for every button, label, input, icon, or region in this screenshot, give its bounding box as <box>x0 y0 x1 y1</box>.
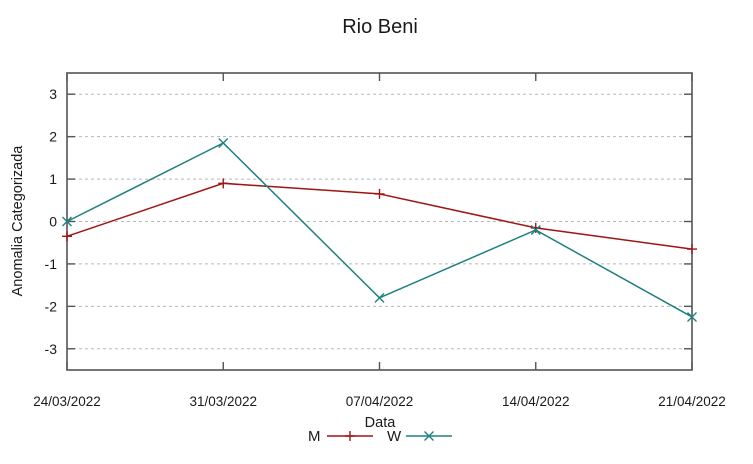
series-line-W <box>66 142 693 318</box>
chart-title: Rio Beni <box>342 16 418 38</box>
plus-marker <box>374 188 385 199</box>
x-tick-label: 14/04/2022 <box>502 394 570 409</box>
plus-marker <box>345 431 355 441</box>
y-tick-label: 3 <box>49 86 57 102</box>
y-tick-label: -1 <box>45 256 58 272</box>
plus-marker <box>530 222 541 233</box>
x-tick-label: 21/04/2022 <box>658 394 726 409</box>
cross-marker <box>530 224 541 235</box>
y-axis-label: Anomalia Categorizada <box>10 145 26 297</box>
legend-label-W: W <box>387 428 402 445</box>
cross-marker <box>687 311 697 322</box>
y-tick-label: 2 <box>49 129 57 145</box>
plus-marker <box>62 231 72 242</box>
plus-marker <box>218 178 229 189</box>
cross-marker <box>218 138 229 149</box>
y-tick-label: 0 <box>49 214 57 230</box>
y-tick-label: 1 <box>49 171 57 187</box>
x-tick-label: 24/03/2022 <box>33 394 101 409</box>
y-tick-label: -2 <box>45 298 58 314</box>
x-tick-label: 31/03/2022 <box>189 394 257 409</box>
x-axis-label: Data <box>365 415 397 431</box>
x-tick-label: 07/04/2022 <box>346 394 414 409</box>
plus-marker <box>687 244 697 255</box>
plot-generated-layer: -3 -2 -1 0 1 2 3 24/03/2022 31/03/2022 07/04/2022… <box>33 72 726 409</box>
legend-label-M: M <box>308 428 321 445</box>
cross-marker <box>62 216 72 227</box>
cross-marker <box>374 292 385 303</box>
y-tick-label: -3 <box>45 341 58 357</box>
cross-marker <box>424 431 434 441</box>
